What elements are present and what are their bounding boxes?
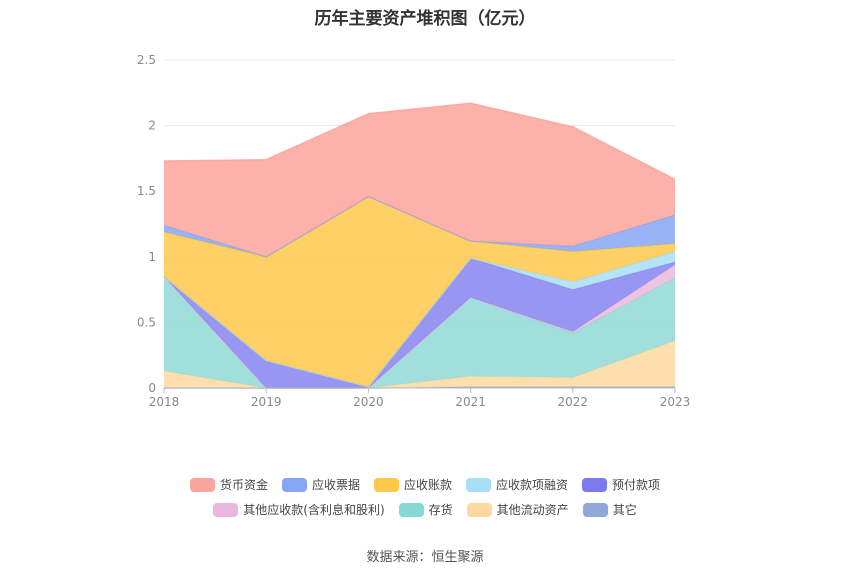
data-source-note: 数据来源：恒生聚源 [366,550,484,565]
area-series-line [163,102,676,181]
legend-item[interactable]: 其他流动资产 [466,501,569,518]
area-series [164,340,675,388]
legend-swatch [281,477,307,492]
legend-label: 应收票据 [311,478,360,492]
legend-item[interactable]: 应收账款 [373,476,452,493]
y-tick-label: 0 [148,381,156,395]
legend-label: 货币资金 [219,478,268,492]
legend-row: 其他应收款(含利息和股利) 存货 其他流动资产 其它 [0,497,850,522]
area-series [164,196,675,387]
y-tick-label: 0.5 [137,315,156,329]
stacked-area-chart: 0 0.5 1 1.5 2 2.5 2018 2019 2020 2021 2022 2023 [137,53,691,409]
legend-item[interactable]: 应收票据 [281,476,360,493]
legend-label: 存货 [428,503,453,517]
legend-label: 预付款项 [612,478,661,492]
legend-swatch [213,502,239,517]
legend-swatch [582,502,608,517]
legend-label: 其他流动资产 [496,503,569,517]
chart-title: 历年主要资产堆积图（亿元） [314,9,536,29]
x-tick-label: 2018 [149,395,180,409]
legend-swatch [466,502,492,517]
chart-legend: 货币资金 应收票据 应收账款 应收款项融资 预付款项 其他应收款(含利息和股利) 存货 其他… [0,472,850,522]
legend-item[interactable]: 其他应收款(含利息和股利) [213,501,385,518]
y-tick-label: 1.5 [137,184,156,198]
y-tick-label: 2.5 [137,53,156,67]
legend-swatch [398,502,424,517]
legend-swatch [373,477,399,492]
x-tick-label: 2019 [251,395,282,409]
legend-item[interactable]: 其它 [582,501,637,518]
area-series [164,103,675,257]
y-tick-label: 1 [148,250,156,264]
legend-swatch [189,477,215,492]
x-tick-label: 2023 [660,395,691,409]
x-tick-label: 2021 [455,395,486,409]
legend-swatch [466,477,491,492]
legend-item[interactable]: 应收款项融资 [466,476,568,493]
x-tick-label: 2022 [558,395,589,409]
legend-item[interactable]: 货币资金 [189,476,268,493]
legend-label: 其它 [612,503,637,517]
legend-item[interactable]: 存货 [398,501,453,518]
legend-label: 其他应收款(含利息和股利) [243,503,385,517]
area-series [164,276,675,388]
legend-item[interactable]: 预付款项 [582,476,660,493]
legend-label: 应收账款 [403,478,452,492]
legend-swatch [582,477,608,492]
x-tick-label: 2020 [353,395,384,409]
legend-label: 应收款项融资 [496,478,569,492]
y-tick-label: 2 [148,119,156,133]
legend-row: 货币资金 应收票据 应收账款 应收款项融资 预付款项 [0,472,850,497]
